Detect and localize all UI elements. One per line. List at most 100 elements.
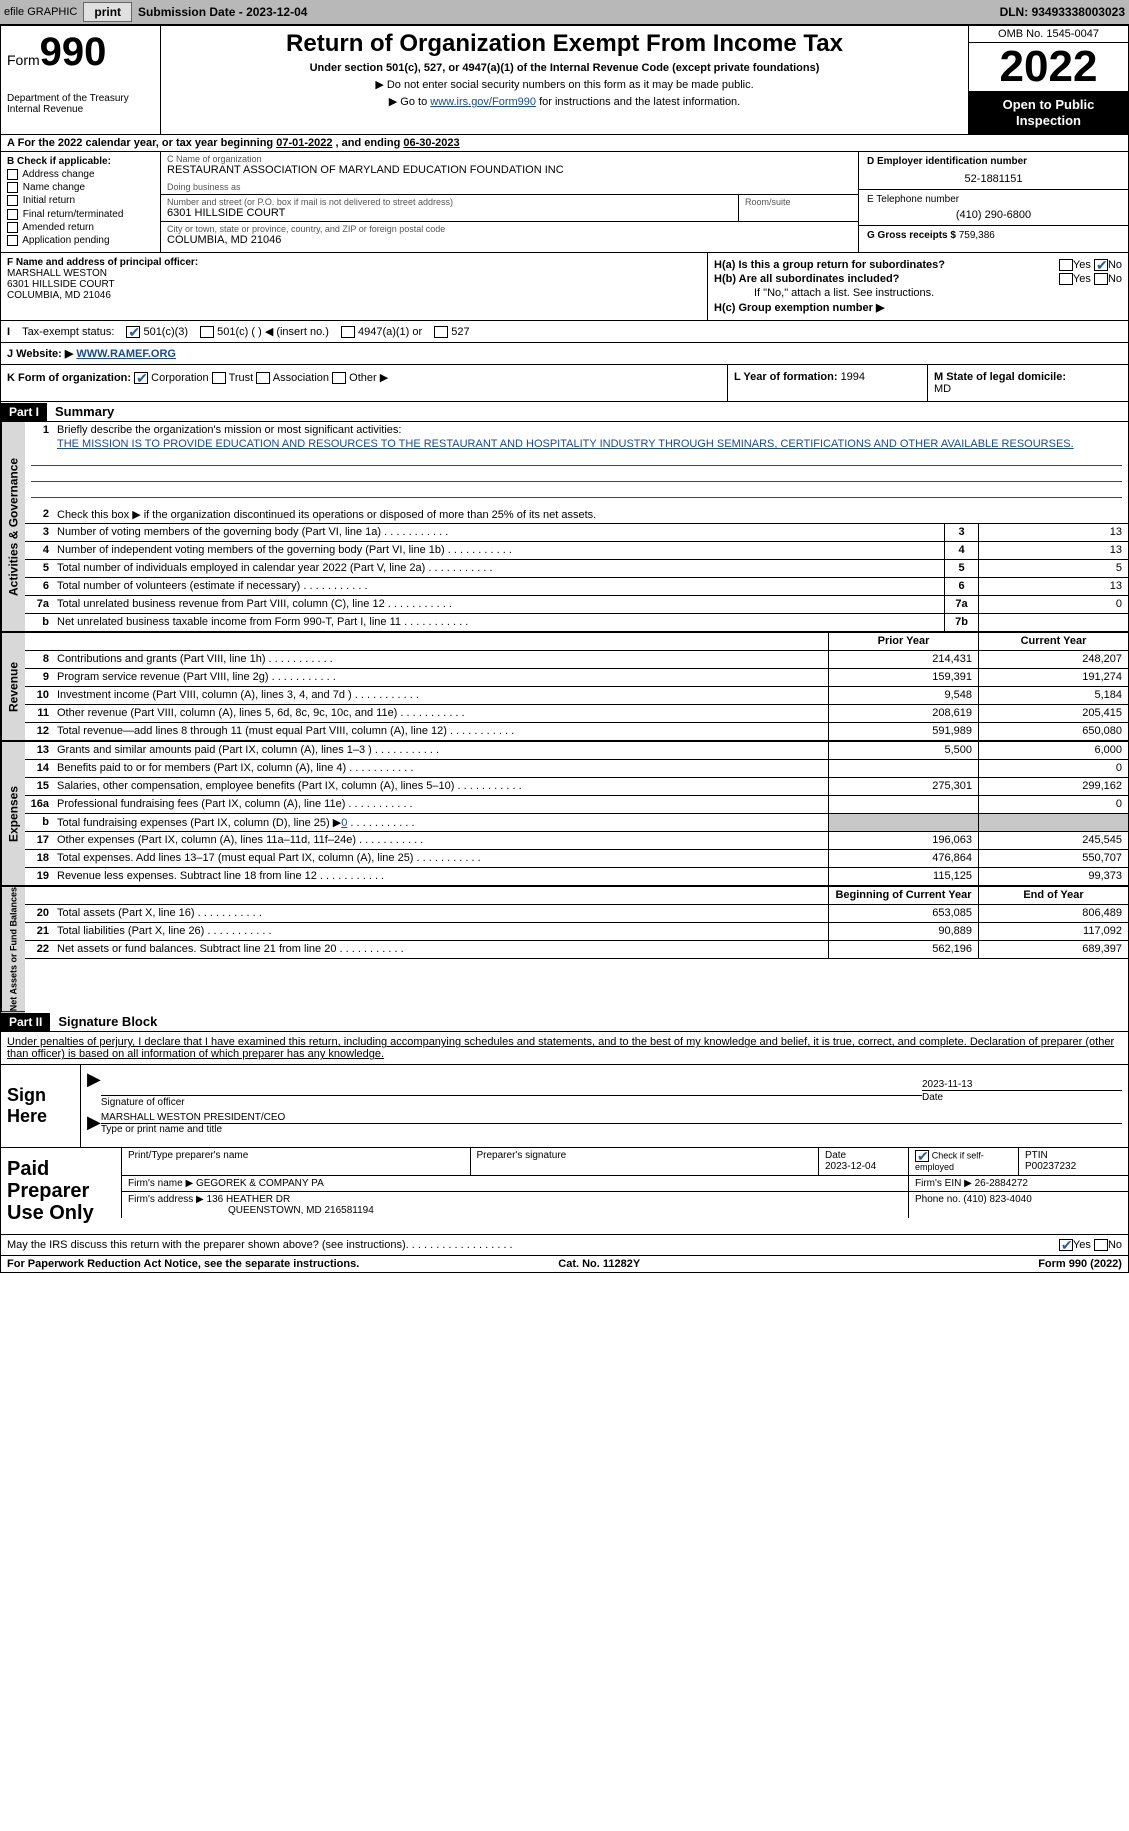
row-m: M State of legal domicile:MD — [928, 365, 1128, 401]
row-j: J Website: ▶ WWW.RAMEF.ORG — [1, 343, 1128, 365]
line-txt: Net unrelated business taxable income fr… — [53, 614, 944, 631]
col-boy: Beginning of Current Year — [828, 887, 978, 904]
row-fh: F Name and address of principal officer:… — [1, 253, 1128, 321]
line-num: 11 — [25, 705, 53, 722]
chk-amended[interactable]: Amended return — [7, 222, 154, 233]
prep-self-emp-chk[interactable] — [915, 1151, 929, 1162]
line-num: b — [25, 614, 53, 631]
irs-link[interactable]: www.irs.gov/Form990 — [430, 96, 536, 108]
sub-date-val: 2023-12-04 — [246, 5, 307, 19]
prior-val — [828, 796, 978, 813]
i-opt-501c3[interactable]: 501(c)(3) — [126, 326, 188, 338]
sub2-txt: Do not enter social security numbers on … — [387, 79, 754, 91]
prior-val: 214,431 — [828, 651, 978, 668]
prep-sig-label: Preparer's signature — [477, 1150, 813, 1161]
mission-text[interactable]: THE MISSION IS TO PROVIDE EDUCATION AND … — [57, 438, 1074, 450]
i-527: 527 — [451, 326, 469, 338]
discuss-yes-chk[interactable] — [1059, 1239, 1073, 1251]
chk-application[interactable]: Application pending — [7, 235, 154, 246]
row-8: 8 Contributions and grants (Part VIII, l… — [25, 651, 1128, 669]
gross-value: 759,386 — [959, 230, 995, 241]
ein-value: 52-1881151 — [867, 173, 1120, 185]
dln-lbl: DLN: — [1000, 5, 1032, 19]
curr-val: 806,489 — [978, 905, 1128, 922]
chk-final-lbl: Final return/terminated — [23, 209, 124, 220]
gov-row-3: 3 Number of voting members of the govern… — [25, 524, 1128, 542]
line-txt: Program service revenue (Part VIII, line… — [53, 669, 828, 686]
k-corp[interactable]: Corporation — [134, 372, 209, 384]
open-public-badge: Open to Public Inspection — [969, 91, 1128, 134]
i-501c3: 501(c)(3) — [143, 326, 188, 338]
ha-yes-chk[interactable] — [1059, 259, 1073, 271]
tab-net: Net Assets or Fund Balances — [1, 887, 25, 1012]
penalty-text: Under penalties of perjury, I declare th… — [1, 1032, 1128, 1065]
k-label: K Form of organization: — [7, 372, 131, 384]
i-label: Tax-exempt status: — [22, 326, 114, 338]
i-opt-501c[interactable]: 501(c) ( ) ◀ (insert no.) — [200, 325, 329, 338]
line-num: 6 — [25, 578, 53, 595]
discuss-no-chk[interactable] — [1094, 1239, 1108, 1251]
curr-val: 205,415 — [978, 705, 1128, 722]
m-label: M State of legal domicile: — [934, 371, 1066, 383]
row-bcd: B Check if applicable: Address change Na… — [1, 152, 1128, 253]
curr-val: 117,092 — [978, 923, 1128, 940]
firm-addr-label: Firm's address ▶ — [128, 1194, 207, 1205]
line-num: 5 — [25, 560, 53, 577]
final-row: For Paperwork Reduction Act Notice, see … — [1, 1256, 1128, 1272]
line-txt: Number of voting members of the governin… — [53, 524, 944, 541]
firm-ein: 26-2884272 — [975, 1178, 1028, 1189]
prior-val: 115,125 — [828, 868, 978, 885]
h-a-line: H(a) Is this a group return for subordin… — [714, 259, 1122, 271]
officer-addr2: COLUMBIA, MD 21046 — [7, 290, 111, 301]
rev-hdr-num — [25, 633, 53, 650]
mission-line1 — [31, 450, 1122, 466]
line-num: 10 — [25, 687, 53, 704]
row-11: 11 Other revenue (Part VIII, column (A),… — [25, 705, 1128, 723]
k-other[interactable]: Other ▶ — [332, 372, 388, 384]
rowa-pre: For the 2022 calendar year, or tax year … — [18, 137, 277, 149]
line-box: 7a — [944, 596, 978, 613]
k-trust[interactable]: Trust — [212, 372, 254, 384]
ha-yes: Yes — [1073, 259, 1091, 271]
row-i: I Tax-exempt status: 501(c)(3) 501(c) ( … — [1, 321, 1128, 343]
rowa-mid: , and ending — [332, 137, 403, 149]
row-15: 15 Salaries, other compensation, employe… — [25, 778, 1128, 796]
firm-phone: (410) 823-4040 — [963, 1194, 1031, 1205]
website-link[interactable]: WWW.RAMEF.ORG — [76, 348, 176, 360]
line-box: 5 — [944, 560, 978, 577]
penalty-link[interactable]: Under penalties of perjury, I declare th… — [7, 1036, 1114, 1060]
i-opt-527[interactable]: 527 — [434, 326, 469, 338]
line-txt: Net assets or fund balances. Subtract li… — [53, 941, 828, 958]
hb-yes: Yes — [1073, 273, 1091, 285]
print-button[interactable]: print — [83, 2, 132, 22]
sub3-pre: Go to — [400, 96, 430, 108]
gov-row-4: 4 Number of independent voting members o… — [25, 542, 1128, 560]
sign-here-block: Sign Here ▶ Signature of officer 2023-11… — [1, 1065, 1128, 1148]
discuss-q: May the IRS discuss this return with the… — [7, 1239, 406, 1251]
i-opt-4947[interactable]: 4947(a)(1) or — [341, 326, 422, 338]
sig-arrow-1: ▶ — [87, 1069, 101, 1108]
chk-initial[interactable]: Initial return — [7, 195, 154, 206]
chk-name[interactable]: Name change — [7, 182, 154, 193]
sig-officer-label: Signature of officer — [101, 1095, 922, 1108]
curr-val: 248,207 — [978, 651, 1128, 668]
row-13: 13 Grants and similar amounts paid (Part… — [25, 742, 1128, 760]
line-txt: Other revenue (Part VIII, column (A), li… — [53, 705, 828, 722]
prep-ptin-val: P00237232 — [1025, 1161, 1122, 1172]
hb-no-chk[interactable] — [1094, 273, 1108, 285]
row-17: 17 Other expenses (Part IX, column (A), … — [25, 832, 1128, 850]
chk-address[interactable]: Address change — [7, 169, 154, 180]
phone-value: (410) 290-6800 — [867, 209, 1120, 221]
col-eoy: End of Year — [978, 887, 1128, 904]
ha-no-chk[interactable] — [1094, 259, 1108, 271]
chk-final[interactable]: Final return/terminated — [7, 209, 154, 220]
section-activities: Activities & Governance 1 Briefly descri… — [1, 422, 1128, 632]
gross-label: G Gross receipts $ — [867, 230, 959, 241]
line-num: 9 — [25, 669, 53, 686]
k-assoc[interactable]: Association — [256, 372, 329, 384]
line-val — [978, 614, 1128, 631]
sig-name-title: MARSHALL WESTON PRESIDENT/CEO — [101, 1112, 1122, 1123]
line-txt: Total assets (Part X, line 16) — [53, 905, 828, 922]
fr-link[interactable]: 0 — [341, 817, 347, 829]
hb-yes-chk[interactable] — [1059, 273, 1073, 285]
